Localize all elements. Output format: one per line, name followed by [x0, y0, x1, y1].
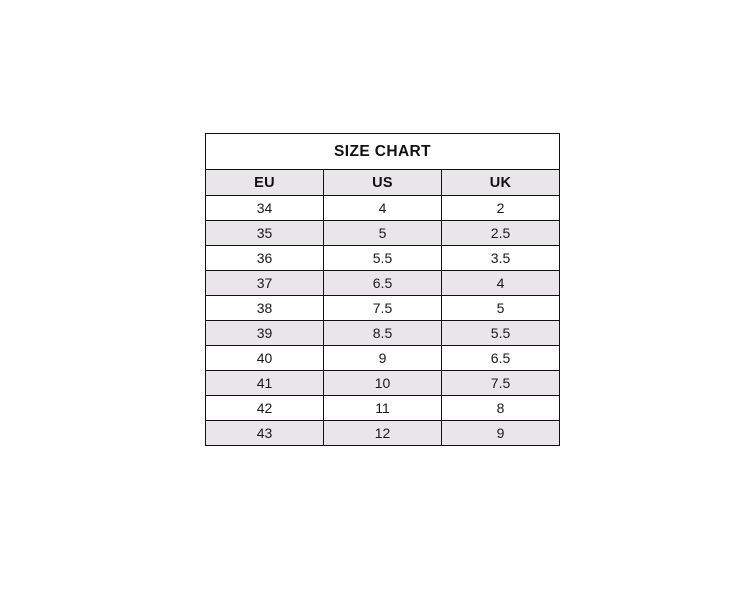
table-cell-eu: 38 [205, 295, 324, 321]
table-row: 35 5 2.5 [205, 220, 561, 246]
table-cell-uk: 5 [440, 295, 561, 321]
table-cell-uk: 2 [440, 195, 561, 221]
table-cell-eu: 36 [205, 245, 324, 271]
table-cell-uk: 3.5 [440, 245, 561, 271]
table-cell-us: 10 [323, 370, 442, 396]
table-row: 34 4 2 [205, 195, 561, 221]
table-row: 36 5.5 3.5 [205, 245, 561, 271]
table-cell-uk: 6.5 [440, 345, 561, 371]
table-cell-us: 6.5 [323, 270, 442, 296]
table-cell-eu: 35 [205, 220, 324, 246]
table-cell-uk: 2.5 [440, 220, 561, 246]
table-cell-uk: 9 [440, 420, 561, 446]
table-cell-us: 9 [323, 345, 442, 371]
column-header-eu: EU [205, 169, 324, 196]
size-chart-table: SIZE CHART EU US UK 34 4 2 35 5 2.5 36 5.5 3.5 37… [204, 133, 561, 446]
table-cell-us: 4 [323, 195, 442, 221]
table-cell-eu: 43 [205, 420, 324, 446]
table-cell-us: 12 [323, 420, 442, 446]
column-header-uk: UK [440, 169, 561, 196]
table-row: 39 8.5 5.5 [205, 320, 561, 346]
table-row: 43 12 9 [205, 420, 561, 446]
table-header-row: EU US UK [205, 169, 561, 196]
table-cell-uk: 8 [440, 395, 561, 421]
table-cell-uk: 7.5 [440, 370, 561, 396]
table-cell-eu: 39 [205, 320, 324, 346]
column-header-us: US [323, 169, 442, 196]
table-cell-eu: 40 [205, 345, 324, 371]
table-cell-us: 7.5 [323, 295, 442, 321]
table-row: 37 6.5 4 [205, 270, 561, 296]
table-cell-uk: 5.5 [440, 320, 561, 346]
size-chart-container: SIZE CHART EU US UK 34 4 2 35 5 2.5 36 5.5 3.5 37… [204, 133, 561, 446]
table-cell-uk: 4 [440, 270, 561, 296]
page-title: SIZE CHART [204, 133, 561, 170]
table-row: 42 11 8 [205, 395, 561, 421]
table-title-row: SIZE CHART [204, 133, 561, 170]
table-cell-us: 5 [323, 220, 442, 246]
table-row: 38 7.5 5 [205, 295, 561, 321]
table-cell-eu: 34 [205, 195, 324, 221]
table-row: 40 9 6.5 [205, 345, 561, 371]
table-cell-eu: 37 [205, 270, 324, 296]
table-cell-eu: 42 [205, 395, 324, 421]
table-cell-eu: 41 [205, 370, 324, 396]
table-row: 41 10 7.5 [205, 370, 561, 396]
table-cell-us: 11 [323, 395, 442, 421]
table-cell-us: 8.5 [323, 320, 442, 346]
table-cell-us: 5.5 [323, 245, 442, 271]
